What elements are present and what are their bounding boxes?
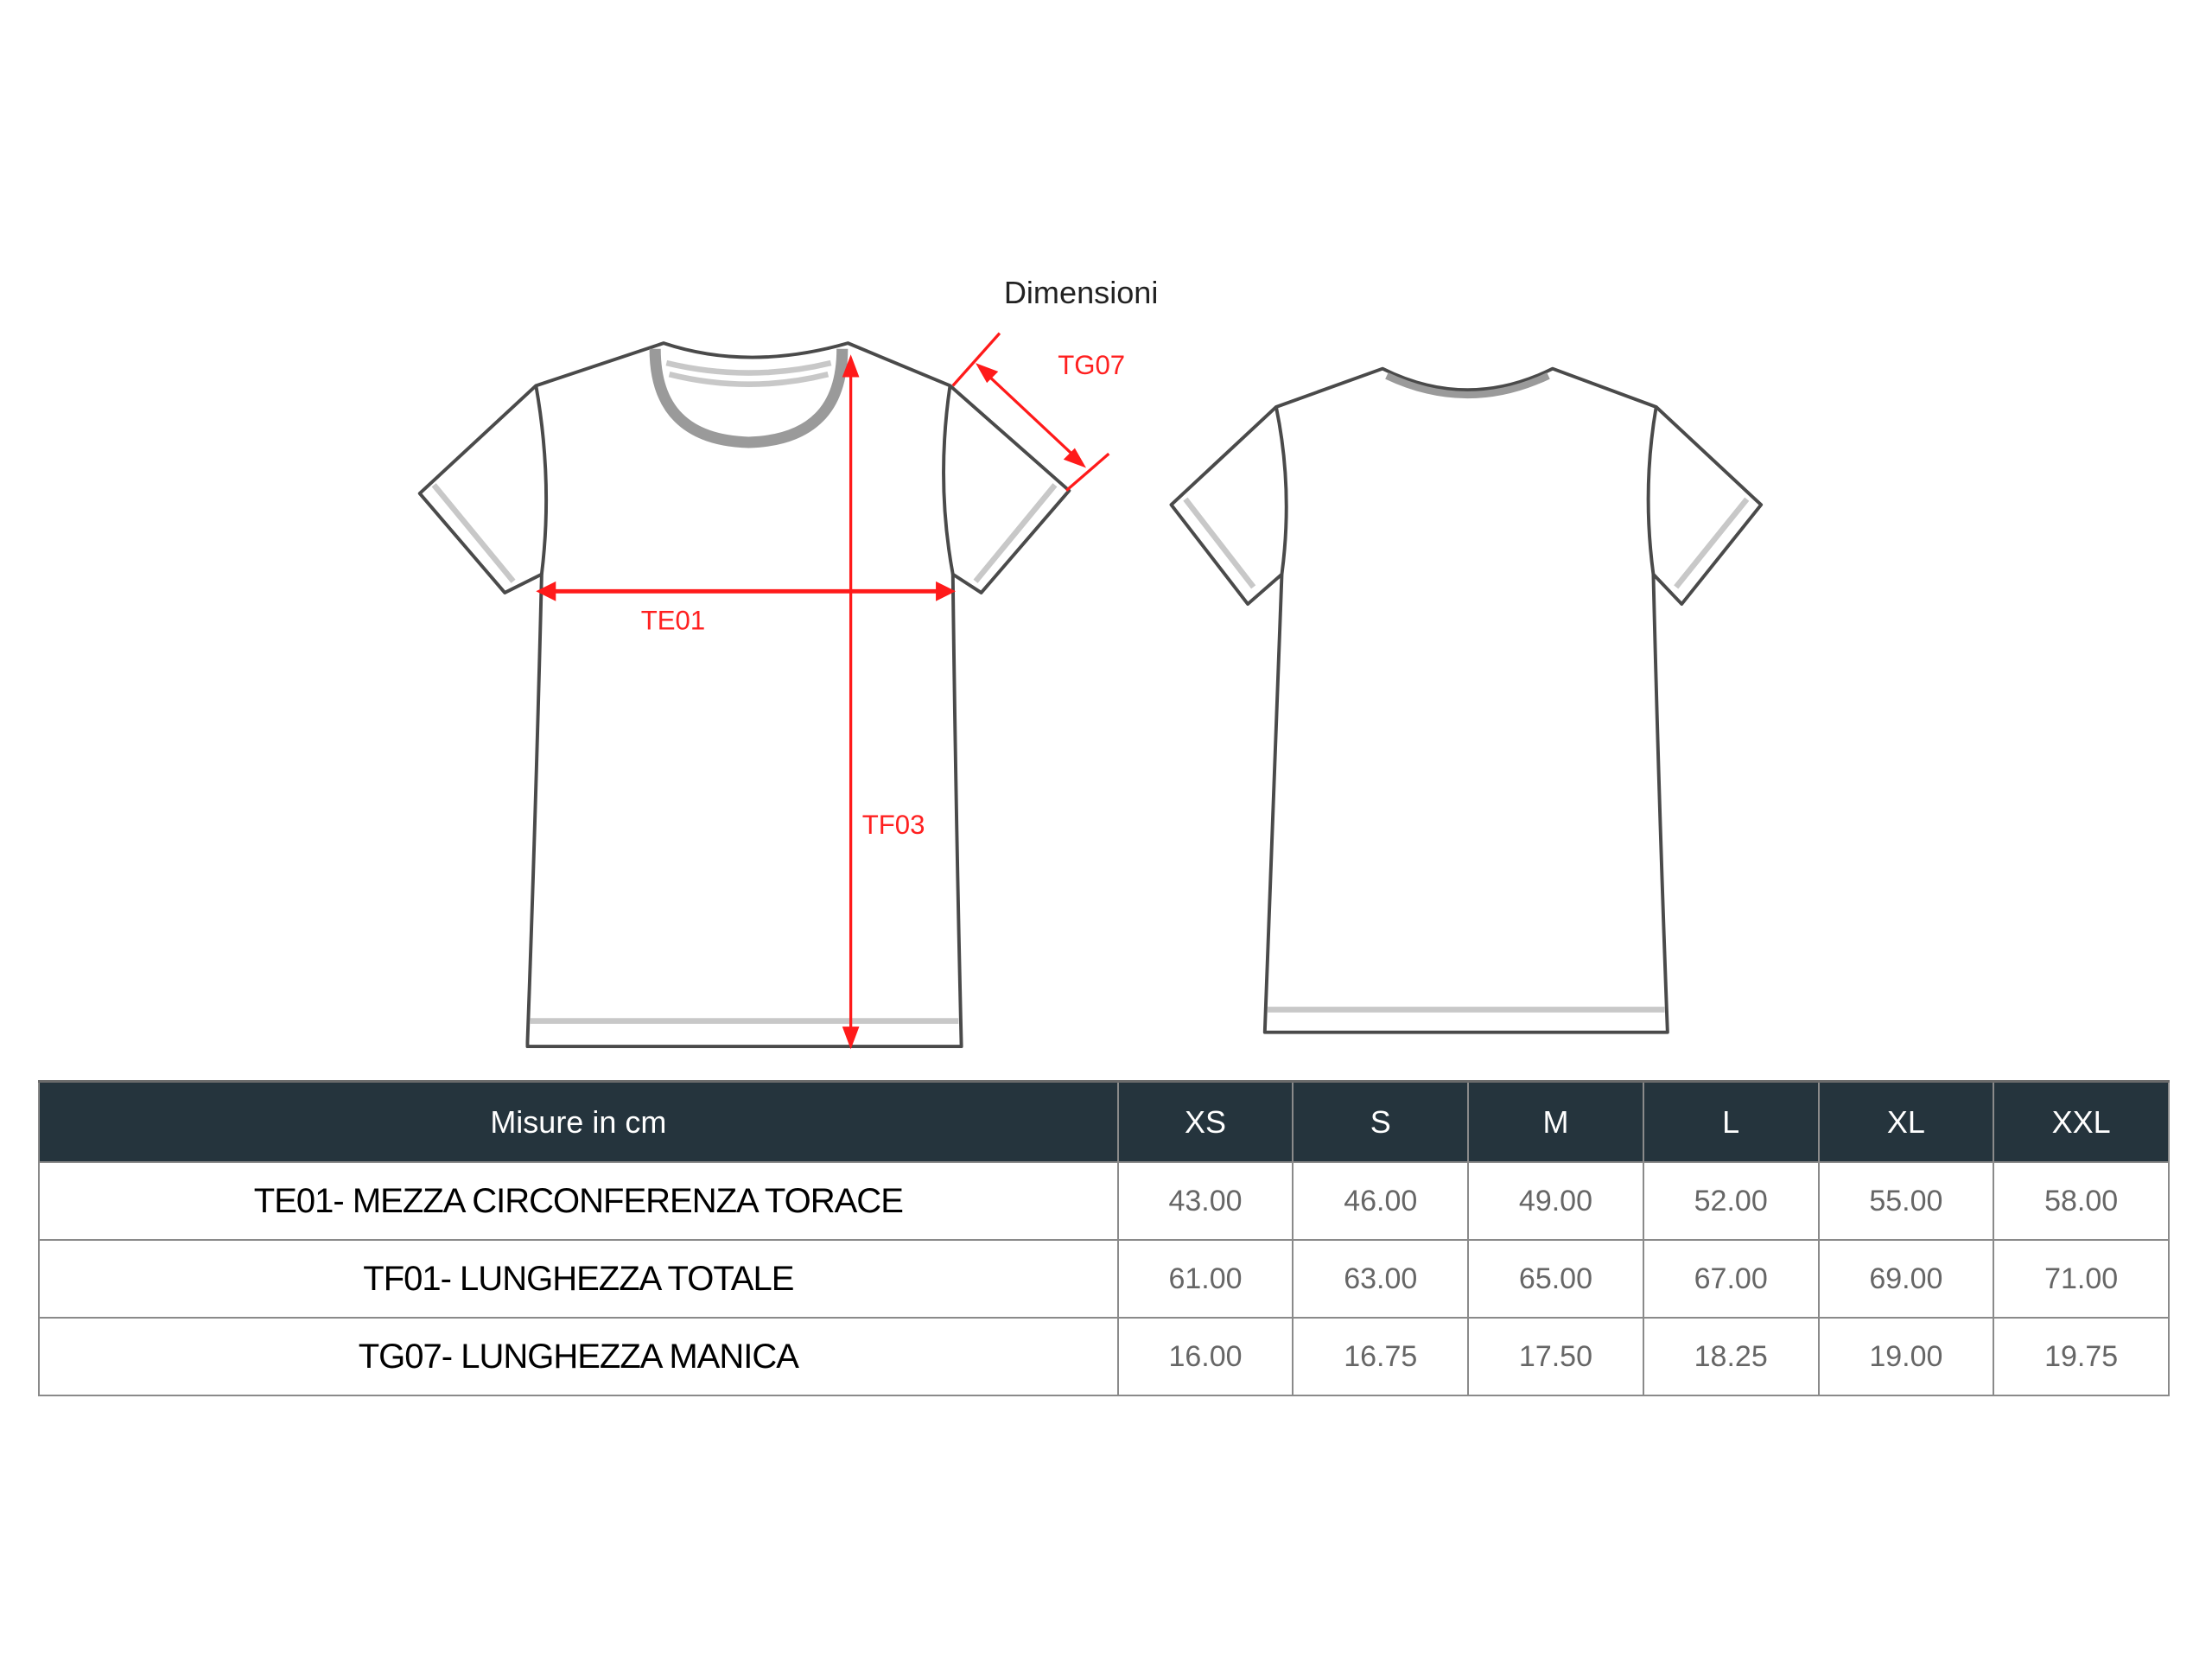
front-tshirt: [417, 341, 1071, 1049]
table-row: TG07- LUNGHEZZA MANICA 16.00 16.75 17.50 18.…: [38, 1317, 2170, 1396]
size-header: S: [1292, 1080, 1470, 1163]
cell-value: 18.25: [1642, 1317, 1820, 1396]
size-chart-table: Misure in cm XS S M L XL XXL TE01- MEZZA…: [38, 1080, 2170, 1396]
cell-value: 61.00: [1116, 1239, 1294, 1319]
table-row: TE01- MEZZA CIRCONFERENZA TORACE 43.00 46.…: [38, 1161, 2170, 1241]
cell-value: 19.00: [1817, 1317, 1995, 1396]
size-header: XS: [1116, 1080, 1294, 1163]
row-label: TE01- MEZZA CIRCONFERENZA TORACE: [38, 1161, 1119, 1241]
cell-value: 52.00: [1642, 1161, 1820, 1241]
cell-value: 46.00: [1292, 1161, 1470, 1241]
row-label: TF01- LUNGHEZZA TOTALE: [38, 1239, 1119, 1319]
header-measure-unit: Misure in cm: [38, 1080, 1119, 1163]
cell-value: 69.00: [1817, 1239, 1995, 1319]
cell-value: 55.00: [1817, 1161, 1995, 1241]
diagram-title: Dimensioni: [1004, 275, 1159, 310]
cell-value: 16.75: [1292, 1317, 1470, 1396]
measure-lines: TE01 TF03 TG07: [536, 332, 1125, 1050]
row-label: TG07- LUNGHEZZA MANICA: [38, 1317, 1119, 1396]
cell-value: 16.00: [1116, 1317, 1294, 1396]
size-header: L: [1642, 1080, 1820, 1163]
size-header: XXL: [1993, 1080, 2170, 1163]
cell-value: 17.50: [1467, 1317, 1644, 1396]
size-header: M: [1467, 1080, 1644, 1163]
sleeve-label: TG07: [1058, 350, 1125, 380]
cell-value: 63.00: [1292, 1239, 1470, 1319]
cell-value: 58.00: [1993, 1161, 2170, 1241]
table-header-row: Misure in cm XS S M L XL XXL: [38, 1080, 2170, 1163]
length-label: TF03: [862, 810, 925, 840]
cell-value: 71.00: [1993, 1239, 2170, 1319]
cell-value: 19.75: [1993, 1317, 2170, 1396]
cell-value: 65.00: [1467, 1239, 1644, 1319]
cell-value: 49.00: [1467, 1161, 1644, 1241]
back-tshirt: [1169, 366, 1764, 1034]
cell-value: 43.00: [1116, 1161, 1294, 1241]
cell-value: 67.00: [1642, 1239, 1820, 1319]
size-header: XL: [1817, 1080, 1995, 1163]
chest-label: TE01: [641, 606, 705, 636]
table-row: TF01- LUNGHEZZA TOTALE 61.00 63.00 65.00 67.…: [38, 1239, 2170, 1319]
